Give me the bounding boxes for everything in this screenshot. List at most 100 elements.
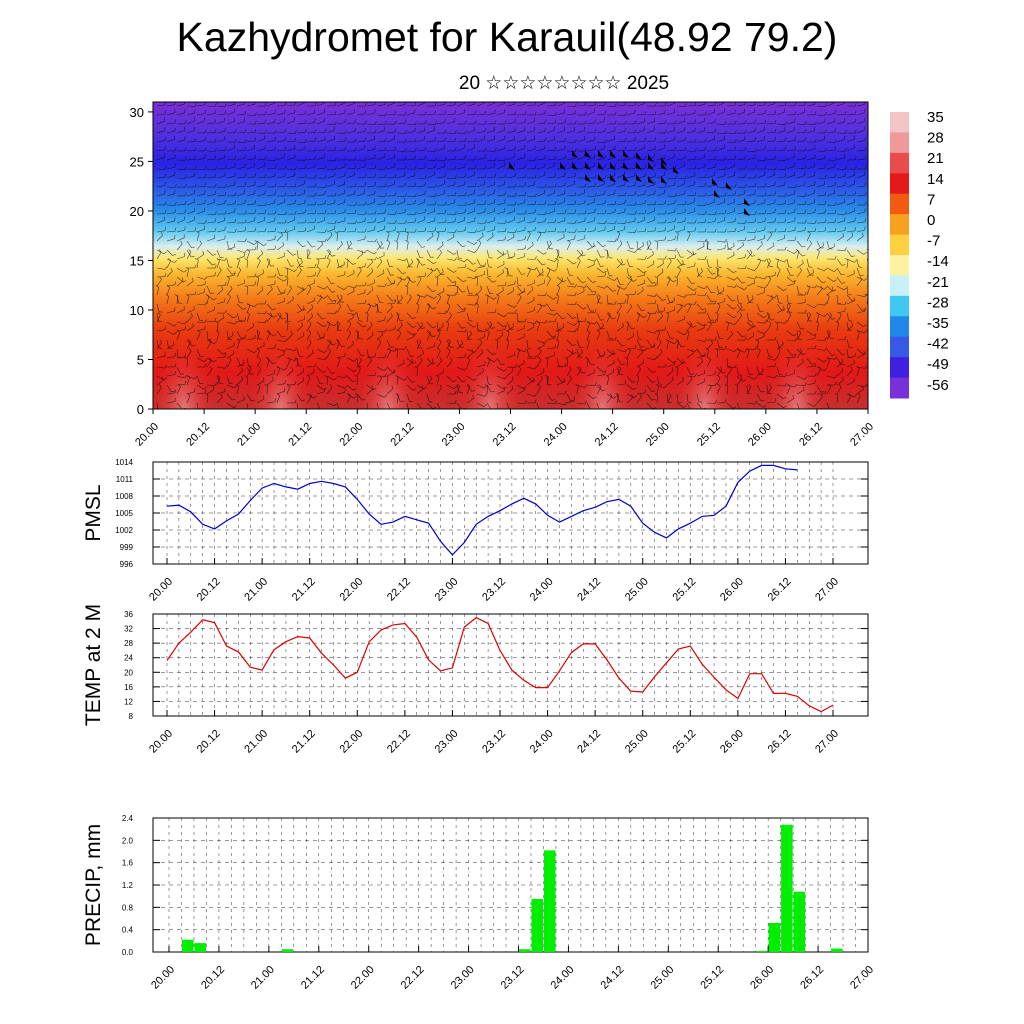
wind-barb-flag [184,200,187,205]
wind-barb [556,357,559,366]
wind-barb-flag [183,269,187,273]
wind-barb-flag [173,341,175,346]
wind-barb-flag [567,239,571,243]
wind-barb-flag [264,111,267,115]
wind-barb [156,329,165,332]
wind-barb-flag [514,127,516,132]
wind-barb-flag [694,291,697,295]
wind-barb-flag [664,184,667,188]
wind-barb-flag [294,130,297,134]
wind-barb-flag [302,245,306,248]
wind-barb [386,213,396,215]
wind-barb [266,359,270,368]
wind-barb [366,258,375,261]
wind-barb-flag [786,356,790,360]
wind-barb-flag [254,112,257,116]
wind-barb-flag [444,118,446,123]
wind-barb [256,148,265,152]
wind-barb [466,285,470,294]
wind-barb [266,312,274,318]
wind-barb-flag [594,146,596,150]
wind-barb-flag [694,227,697,232]
wind-barb-flag [158,320,162,322]
wind-barb-flag [462,380,466,383]
wind-barb-flag [534,157,537,161]
wind-barb-flag [471,349,474,353]
wind-barb [826,296,830,305]
wind-barb [416,275,426,278]
wind-barb-flag [348,393,351,397]
wind-barb [276,256,285,260]
wind-barb [736,212,745,215]
wind-barb [726,240,729,249]
wind-barb [196,348,201,357]
wind-barb-flag [732,406,737,409]
wind-barb [556,332,559,341]
wind-barb-flag [775,258,779,261]
wind-barb-flag [545,375,549,378]
wind-barb-flag [323,324,327,328]
wind-barb [526,121,535,125]
wind-barb [536,323,540,332]
wind-barb-flag [414,193,417,197]
wind-barb-flag [841,273,845,276]
wind-barb-flag [204,137,206,141]
wind-barb [276,201,285,206]
wind-barb [466,220,475,224]
wind-barb-flag [754,275,758,280]
wind-barb-flag [694,165,697,169]
wind-barb [836,267,842,275]
wind-barb-flag [354,147,357,152]
wind-barb [486,211,495,215]
wind-barb-flag [733,270,737,274]
wind-barb [706,131,716,134]
wind-barb [816,303,825,306]
wind-barb-flag [541,268,544,273]
wind-barb-flag [625,321,629,324]
wind-barb [266,248,275,251]
wind-barb [576,323,580,332]
wind-barb [326,339,334,346]
wind-barb [466,240,475,245]
wind-barb [296,141,306,143]
wind-barb-flag [444,227,447,232]
wind-barb-flag [574,120,577,125]
wind-barb [666,364,675,368]
wind-barb-flag [319,294,323,298]
wind-barb-flag [631,394,634,398]
wind-barb-flag [534,256,537,260]
wind-barb [246,212,255,215]
wind-barb [676,303,685,307]
wind-barb [456,402,463,409]
wind-barb [376,357,386,359]
wind-barb-flag [442,268,444,273]
wind-barb [576,192,585,197]
wind-barb [746,326,754,332]
wind-barb-flag [651,282,656,284]
wind-barb-flag [503,314,507,318]
wind-barb [856,211,865,215]
wind-barb-flag [774,321,778,324]
wind-barb [606,212,615,215]
wind-barb-flag [228,266,233,268]
wind-barb-flag [220,393,223,398]
wind-barb [716,111,725,116]
wind-barb [416,194,425,197]
x-tick-label: 26.00 [746,421,774,449]
wind-barb [506,402,510,409]
wind-barb-flag [594,208,596,213]
wind-barb [626,194,635,197]
wind-barb-flag [414,218,417,223]
wind-barb [786,267,791,276]
wind-barb [536,158,545,161]
wind-pennant [712,178,718,186]
wind-barb [546,222,556,224]
wind-barb [766,202,775,206]
wind-barb [196,233,200,242]
wind-barb-flag [174,163,176,168]
wind-barb-flag [433,261,437,265]
wind-barb [166,384,172,392]
wind-barb [576,369,582,377]
wind-barb-flag [747,392,751,395]
wind-barb [466,258,474,265]
